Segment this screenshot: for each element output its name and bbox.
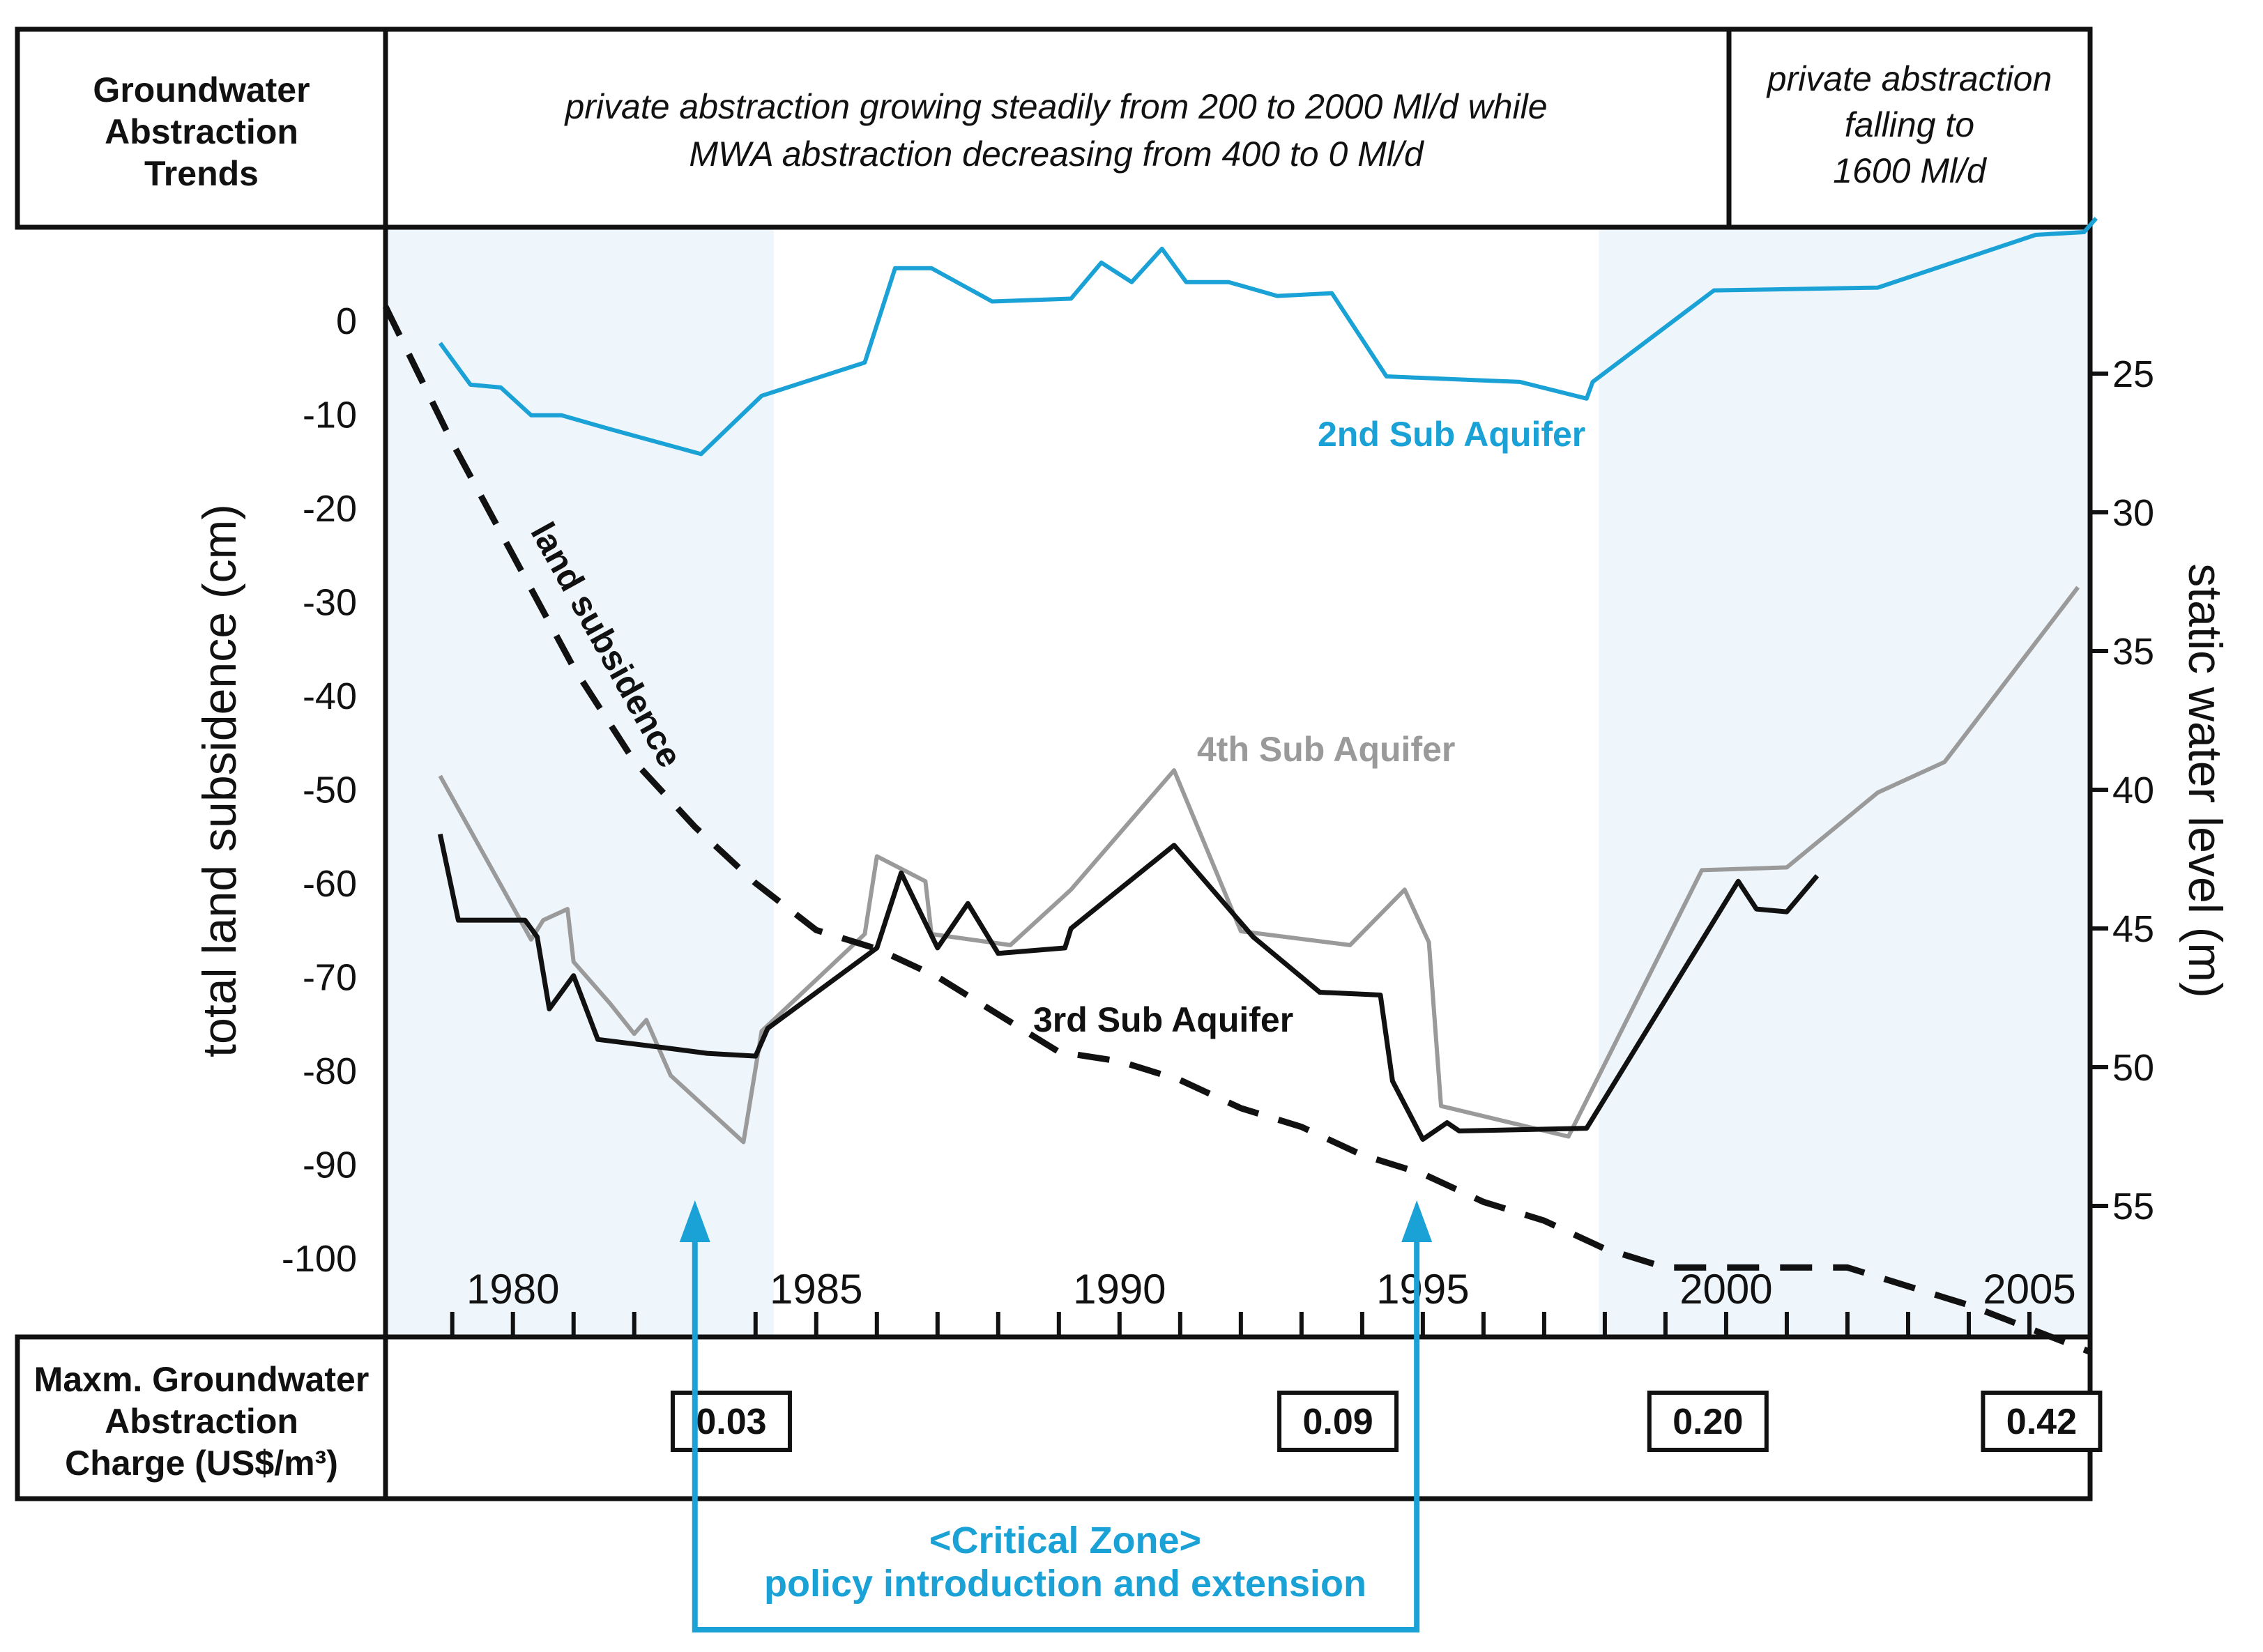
- left-axis: 0 -10 -20 -30 -40 -50 -60 -70 -80 -90 -100: [282, 300, 357, 1280]
- header-label-line1: Groundwater: [93, 70, 310, 109]
- critical-zone: [679, 1200, 1433, 1632]
- right-tick-label: 30: [2112, 492, 2154, 534]
- left-axis-title: total land subsidence (cm): [193, 504, 246, 1057]
- charge-box-1: [1277, 1391, 1399, 1452]
- right-tick-label: 35: [2112, 631, 2154, 673]
- charge-value-3: 0.42: [2006, 1402, 2077, 1442]
- shaded-period-0: [386, 229, 774, 1337]
- left-tick-label: -10: [303, 395, 357, 436]
- shaded-period-1: [1599, 229, 2090, 1337]
- label-4th-sub-aquifer: 4th Sub Aquifer: [1197, 730, 1455, 769]
- critical-zone-arrow-start: [679, 1200, 710, 1242]
- left-tick-label: -90: [303, 1145, 357, 1186]
- critical-zone-subtitle: policy introduction and extension: [764, 1563, 1366, 1605]
- critical-zone-title: <Critical Zone>: [929, 1520, 1201, 1561]
- label-2nd-sub-aquifer: 2nd Sub Aquifer: [1318, 415, 1585, 454]
- x-tick-label: 2005: [1983, 1266, 2075, 1313]
- header-label-line2: Abstraction: [105, 112, 298, 151]
- left-tick-label: -60: [303, 863, 357, 905]
- trend-main-line1: private abstraction growing steadily fro…: [563, 87, 1547, 126]
- header-label-line3: Trends: [144, 154, 259, 193]
- left-tick-label: -40: [303, 675, 357, 717]
- right-tick-label: 25: [2112, 353, 2154, 395]
- left-tick-label: -80: [303, 1050, 357, 1092]
- right-tick-label: 40: [2112, 770, 2154, 811]
- x-tick-label: 1995: [1376, 1266, 1469, 1313]
- right-tick-label: 55: [2112, 1186, 2154, 1227]
- left-tick-label: -100: [282, 1238, 357, 1280]
- right-axis: 25 30 35 40 45 50 55: [2090, 353, 2154, 1227]
- header-frame: [15, 26, 2093, 230]
- series-3rd-sub-aquifer: [437, 833, 1820, 1142]
- left-tick-label: 0: [336, 300, 357, 342]
- charge-box-3: [1981, 1391, 2103, 1452]
- charge-values: 0.03 0.09 0.20 0.42: [670, 1391, 2103, 1452]
- charge-label-line2: Abstraction: [105, 1402, 298, 1441]
- x-tick-label: 2000: [1679, 1266, 1772, 1313]
- charge-value-2: 0.20: [1673, 1402, 1743, 1442]
- left-tick-label: -20: [303, 488, 357, 530]
- charge-label-line3: Charge (US$/m³): [65, 1444, 338, 1483]
- trend-late-line3: 1600 Ml/d: [1833, 151, 1988, 190]
- x-tick-label: 1990: [1073, 1266, 1166, 1313]
- critical-zone-bracket: [692, 1241, 1420, 1632]
- label-3rd-sub-aquifer: 3rd Sub Aquifer: [1033, 1000, 1293, 1039]
- x-tick-label: 1980: [466, 1266, 559, 1313]
- right-tick-label: 45: [2112, 908, 2154, 950]
- left-tick-label: -50: [303, 770, 357, 811]
- series-group: [382, 217, 2098, 1355]
- trend-late-line2: falling to: [1845, 105, 1974, 144]
- trend-late-line1: private abstraction: [1766, 59, 2052, 98]
- right-axis-title: static water level (m): [2179, 563, 2232, 997]
- critical-zone-arrow-end: [1401, 1200, 1433, 1242]
- x-axis: 1980 1985 1990 1995 2000 2005: [450, 1266, 2076, 1337]
- right-tick-label: 50: [2112, 1047, 2154, 1089]
- series-land-subsidence: [382, 305, 2091, 1355]
- charge-box-2: [1647, 1391, 1769, 1452]
- left-tick-label: -30: [303, 582, 357, 624]
- header-row: Groundwater Abstraction Trends private a…: [15, 26, 2093, 230]
- trend-main-line2: MWA abstraction decreasing from 400 to 0…: [689, 135, 1424, 174]
- charge-value-1: 0.09: [1302, 1402, 1373, 1442]
- shaded-periods: [386, 229, 2090, 1337]
- charge-label-line1: Maxm. Groundwater: [34, 1360, 369, 1399]
- left-tick-label: -70: [303, 957, 357, 999]
- charge-value-0: 0.03: [696, 1402, 766, 1442]
- series-2nd-sub-aquifer: [438, 217, 2098, 457]
- charge-row: Maxm. Groundwater Abstraction Charge (US…: [15, 1334, 2103, 1501]
- x-tick-label: 1985: [770, 1266, 862, 1313]
